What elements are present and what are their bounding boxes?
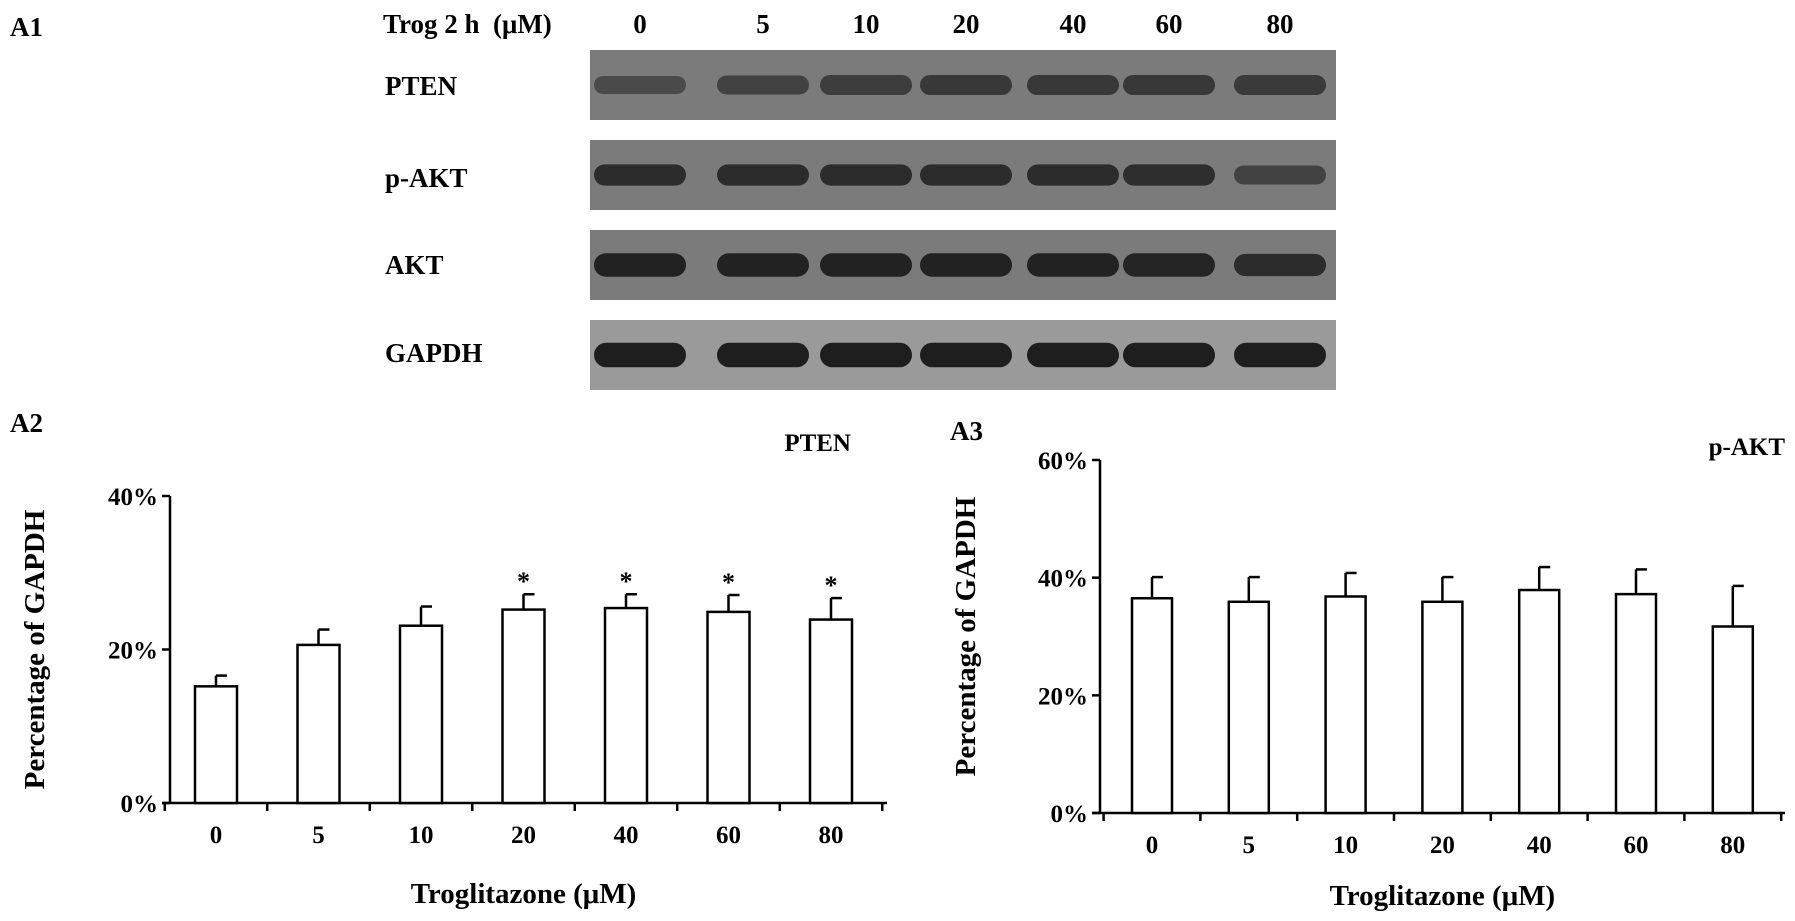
x-tick-label: 5 (312, 822, 325, 849)
bar (808, 618, 854, 805)
chart-title: p-AKT (1709, 434, 1786, 461)
bar (501, 608, 546, 805)
blot-row: GAPDH (385, 320, 1336, 390)
blot-lane-label: 5 (756, 9, 770, 39)
western-blot: Trog 2 h (μM) 0 5 10 20 40 60 80 PTEN p-AKT AKT G… (383, 9, 1336, 390)
y-tick-label: 0% (121, 791, 159, 818)
blot-row-label: GAPDH (385, 338, 483, 368)
blot-lane-label: 10 (853, 9, 880, 39)
blot-band (594, 342, 686, 368)
blot-band (1234, 342, 1326, 368)
x-axis-label: Troglitazone (μM) (1330, 880, 1556, 912)
blot-band (594, 253, 686, 277)
bar (1614, 592, 1658, 815)
blot-band (1027, 253, 1119, 277)
blot-lane-label: 20 (953, 9, 980, 39)
x-tick-label: 20 (511, 822, 536, 849)
blot-row-label: p-AKT (385, 163, 468, 193)
x-tick-label: 80 (819, 822, 844, 849)
x-tick-label: 40 (1527, 832, 1552, 859)
blot-row: PTEN (385, 50, 1336, 120)
x-axis-label: Troglitazone (μM) (411, 878, 637, 910)
y-tick-label: 60% (1038, 448, 1088, 475)
x-tick-label: 60 (716, 822, 741, 849)
panel-label-a1: A1 (10, 12, 43, 42)
bar (1421, 600, 1464, 815)
blot-band (594, 76, 686, 94)
y-tick-label: 0% (1051, 801, 1089, 828)
blot-band (1234, 253, 1326, 277)
bar (1711, 625, 1755, 815)
blot-band (1123, 74, 1215, 96)
panel-label-a2: A2 (10, 408, 43, 438)
blot-band (717, 253, 809, 277)
blot-band (1123, 342, 1215, 368)
blot-band (1123, 164, 1215, 186)
y-tick-label: 40% (1038, 566, 1088, 593)
significance-marker: * (722, 568, 735, 597)
chart-title: PTEN (784, 430, 851, 457)
bar (706, 610, 751, 805)
y-tick-label: 40% (108, 484, 158, 511)
blot-lane-label: 80 (1267, 9, 1294, 39)
significance-marker: * (620, 567, 633, 596)
blot-lane-label: 40 (1060, 9, 1087, 39)
bar (398, 624, 444, 805)
blot-band (920, 342, 1012, 368)
blot-band (717, 342, 809, 368)
blot-band (920, 74, 1012, 96)
x-tick-label: 0 (1146, 832, 1159, 859)
blot-band (717, 75, 809, 95)
blot-band (920, 253, 1012, 277)
blot-row-label: AKT (385, 250, 444, 280)
x-tick-label: 60 (1624, 832, 1649, 859)
blot-band (820, 253, 912, 277)
blot-band (1027, 74, 1119, 96)
x-tick-label: 0 (210, 822, 223, 849)
blot-header-label: Trog 2 h (μM) (383, 9, 552, 39)
chart-pten: PTEN Percentage of GAPDH Troglitazone (μM)… (19, 430, 887, 910)
chart-p-akt: p-AKT Percentage of GAPDH Troglitazone (μM… (950, 434, 1785, 912)
blot-row-label: PTEN (385, 71, 458, 101)
blot-row: p-AKT (385, 140, 1336, 210)
blot-band (820, 74, 912, 96)
bar (193, 685, 239, 805)
panel-label-a3: A3 (950, 416, 983, 446)
blot-band (820, 164, 912, 186)
significance-marker: * (517, 567, 530, 596)
blot-band (1123, 253, 1215, 277)
y-axis-label: Percentage of GAPDH (950, 496, 982, 776)
y-tick-label: 20% (1038, 683, 1088, 710)
blot-band (920, 164, 1012, 186)
blot-lane-label: 60 (1156, 9, 1183, 39)
blot-lane-label: 0 (633, 9, 647, 39)
blot-band (1234, 74, 1326, 96)
bar (296, 643, 341, 805)
bar (603, 606, 649, 805)
x-tick-label: 20 (1430, 832, 1455, 859)
blot-row: AKT (385, 230, 1336, 300)
bar (1227, 600, 1271, 815)
blot-band (594, 164, 686, 186)
significance-marker: * (825, 571, 838, 600)
blot-rows: PTEN p-AKT AKT GAPDH (385, 50, 1336, 390)
blot-band (820, 342, 912, 368)
blot-band (1027, 164, 1119, 186)
x-tick-label: 40 (614, 822, 639, 849)
blot-band (1027, 342, 1119, 368)
blot-band (1234, 165, 1326, 185)
y-tick-label: 20% (108, 638, 158, 665)
blot-band (717, 164, 809, 186)
x-tick-label: 80 (1720, 832, 1745, 859)
blot-lane-labels: 0 5 10 20 40 60 80 (633, 9, 1293, 39)
x-tick-label: 10 (409, 822, 434, 849)
y-axis-label: Percentage of GAPDH (19, 509, 51, 789)
x-tick-label: 5 (1243, 832, 1256, 859)
x-tick-label: 10 (1333, 832, 1358, 859)
bar (1517, 588, 1561, 815)
bar (1130, 597, 1174, 815)
bar (1324, 595, 1367, 815)
